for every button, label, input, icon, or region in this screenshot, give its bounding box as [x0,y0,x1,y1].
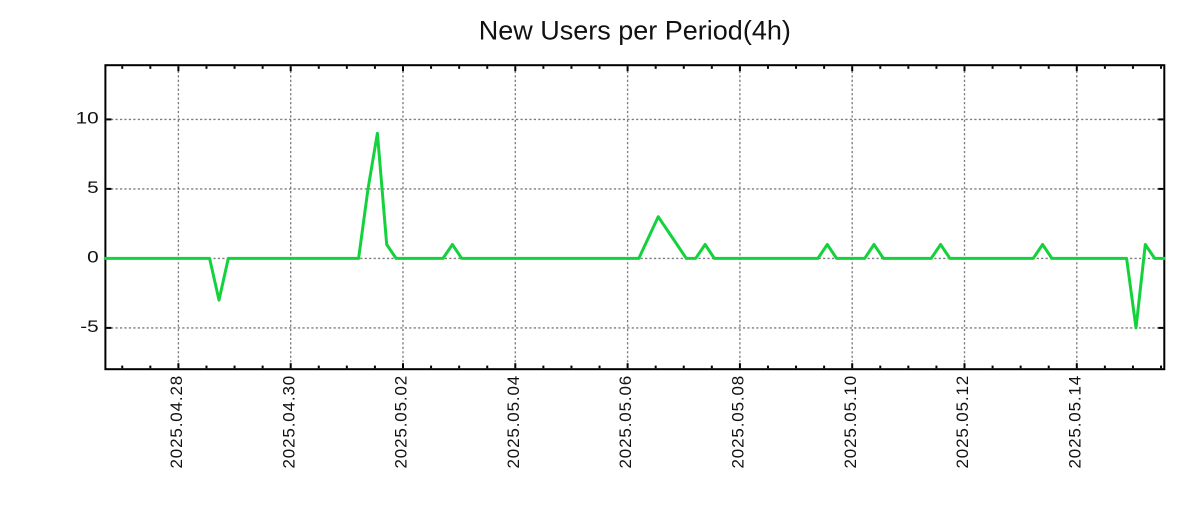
svg-text:2025.05.08: 2025.05.08 [729,375,748,469]
svg-text:-5: -5 [80,318,98,337]
svg-text:0: 0 [87,248,99,267]
svg-text:2025.05.04: 2025.05.04 [504,375,523,469]
svg-text:2025.04.30: 2025.04.30 [279,375,298,469]
svg-text:2025.05.02: 2025.05.02 [392,375,411,469]
svg-text:2025.05.12: 2025.05.12 [953,375,972,469]
svg-text:10: 10 [76,109,99,128]
svg-text:2025.04.28: 2025.04.28 [167,375,186,469]
svg-text:5: 5 [87,179,99,198]
svg-text:New Users per Period(4h): New Users per Period(4h) [479,16,791,46]
svg-text:2025.05.06: 2025.05.06 [616,375,635,469]
svg-text:2025.05.14: 2025.05.14 [1065,375,1084,469]
svg-text:2025.05.10: 2025.05.10 [841,375,860,469]
